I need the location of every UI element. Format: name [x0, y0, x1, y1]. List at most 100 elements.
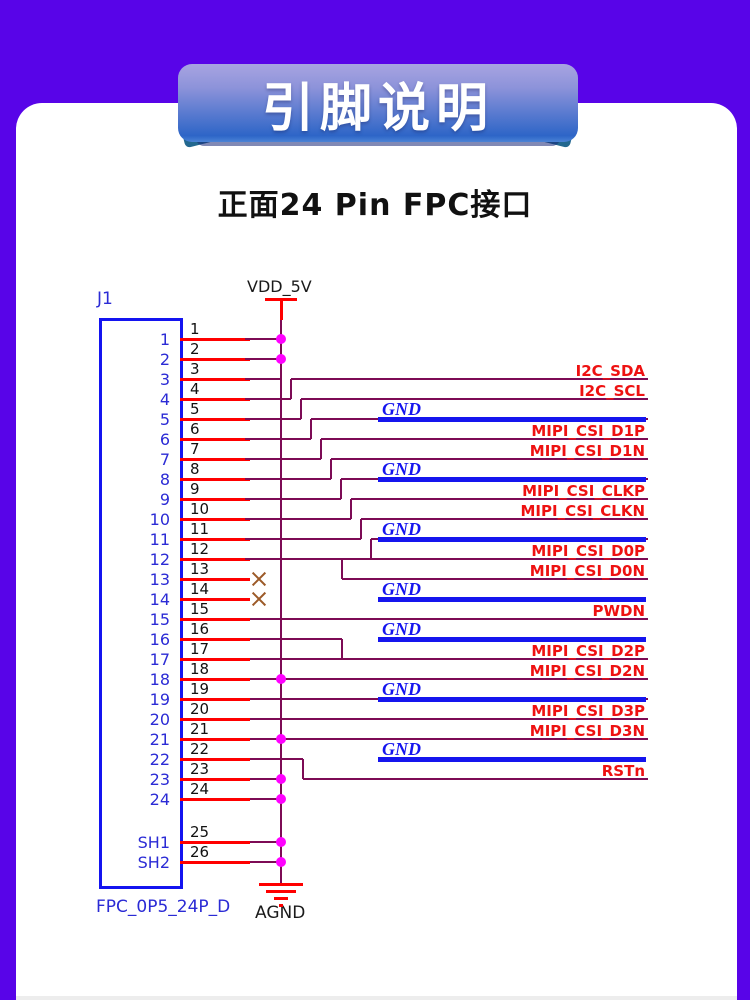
signal-net-label: MIPI_CSI_D2P: [531, 642, 645, 660]
wire-segment: [340, 479, 342, 499]
connector-pin-name: 20: [149, 710, 170, 729]
gnd-bus: [378, 477, 646, 482]
junction-dot: [276, 774, 286, 784]
pin-pad-number: 24: [190, 780, 210, 798]
connector-pin-name: SH1: [137, 833, 170, 852]
wire-segment: [259, 882, 303, 886]
signal-net-label: RSTn: [601, 762, 645, 780]
connector-pin-name: 19: [149, 690, 170, 709]
wire-segment: [361, 518, 648, 520]
pin-stub: [180, 397, 250, 401]
pin-stub: [180, 577, 250, 581]
connector-pin-name: 18: [149, 670, 170, 689]
wire-segment: [321, 438, 648, 440]
pin-stub: [180, 437, 250, 441]
gnd-net-label: GND: [382, 459, 421, 479]
power-net-label: VDD_5V: [247, 277, 312, 296]
pin-stub: [180, 737, 250, 741]
wire-segment: [370, 539, 372, 559]
wire-segment: [350, 499, 352, 519]
pin-stub: [180, 517, 250, 521]
wire-segment: [279, 299, 283, 320]
gnd-bus: [378, 537, 646, 542]
wire-segment: [341, 639, 343, 659]
gnd-bus: [378, 697, 646, 702]
pin-pad-number: 4: [190, 380, 200, 398]
signal-net-label: MIPI_CSI_D0P: [531, 542, 645, 560]
pin-pad-number: 18: [190, 660, 210, 678]
connector-pin-name: 16: [149, 630, 170, 649]
wire-segment: [250, 658, 648, 660]
wire-segment: [245, 558, 648, 560]
junction-dot: [276, 674, 286, 684]
signal-net-label: I2C_SCL: [579, 382, 645, 400]
connector-pin-name: 13: [149, 570, 170, 589]
wire-segment: [250, 778, 281, 780]
connector-footprint: FPC_0P5_24P_D: [96, 897, 231, 917]
pin-pad-number: 19: [190, 680, 210, 698]
pin-stub: [180, 860, 250, 864]
wire-segment: [250, 638, 342, 640]
junction-dot: [276, 334, 286, 344]
wire-segment: [291, 378, 648, 380]
connector-pin-name: 4: [159, 390, 170, 409]
wire-segment: [341, 559, 343, 579]
pin-pad-number: 3: [190, 360, 200, 378]
wire-segment: [360, 519, 362, 539]
pin-stub: [180, 677, 250, 681]
connector-pin-name: 5: [159, 410, 170, 429]
pin-pad-number: 11: [190, 520, 210, 538]
junction-dot: [276, 857, 286, 867]
signal-net-label: I2C_SDA: [575, 362, 645, 380]
wire-segment: [351, 498, 648, 500]
connector-pin-name: 24: [149, 790, 170, 809]
wire-segment: [245, 418, 301, 420]
pin-pad-number: 7: [190, 440, 200, 458]
pin-stub: [180, 357, 250, 361]
junction-dot: [276, 734, 286, 744]
pin-pad-number: 2: [190, 340, 200, 358]
wire-segment: [280, 320, 282, 884]
pin-pad-number: 23: [190, 760, 210, 778]
pin-pad-number: 25: [190, 823, 210, 841]
wire-segment: [266, 889, 296, 893]
gnd-net-label: GND: [382, 519, 421, 539]
signal-net-label: MIPI_CSI_D1N: [529, 442, 645, 460]
pin-pad-number: 9: [190, 480, 200, 498]
wire-segment: [245, 478, 331, 480]
pin-pad-number: 13: [190, 560, 210, 578]
wire-segment: [250, 798, 281, 800]
signal-net-label: MIPI_CSI_D2N: [529, 662, 645, 680]
wire-segment: [250, 718, 648, 720]
connector-pin-name: 2: [159, 350, 170, 369]
wire-segment: [245, 458, 321, 460]
pin-pad-number: 6: [190, 420, 200, 438]
wire-segment: [250, 861, 281, 863]
pin-stub: [180, 417, 250, 421]
wire-segment: [342, 578, 648, 580]
pin-pad-number: 22: [190, 740, 210, 758]
connector-pin-name: 1: [159, 330, 170, 349]
signal-net-label: MIPI_CSI_D0N: [529, 562, 645, 580]
wire-segment: [250, 678, 648, 680]
wire-segment: [250, 738, 648, 740]
wire-segment: [331, 458, 648, 460]
connector-pin-name: 21: [149, 730, 170, 749]
wire-segment: [245, 378, 281, 380]
connector-pin-name: 12: [149, 550, 170, 569]
wire-segment: [274, 896, 288, 900]
wire-segment: [250, 841, 281, 843]
wire-segment: [303, 778, 648, 780]
wire-segment: [245, 358, 281, 360]
gnd-net-label: GND: [382, 399, 421, 419]
connector-designator: J1: [97, 289, 113, 309]
header-banner: 引脚说明: [178, 64, 578, 142]
pin-stub: [180, 617, 250, 621]
connector-pin-name: 15: [149, 610, 170, 629]
pin-stub: [180, 797, 250, 801]
connector-pin-name: 10: [149, 510, 170, 529]
pin-stub: [180, 717, 250, 721]
pin-stub: [180, 597, 250, 601]
gnd-bus: [378, 637, 646, 642]
